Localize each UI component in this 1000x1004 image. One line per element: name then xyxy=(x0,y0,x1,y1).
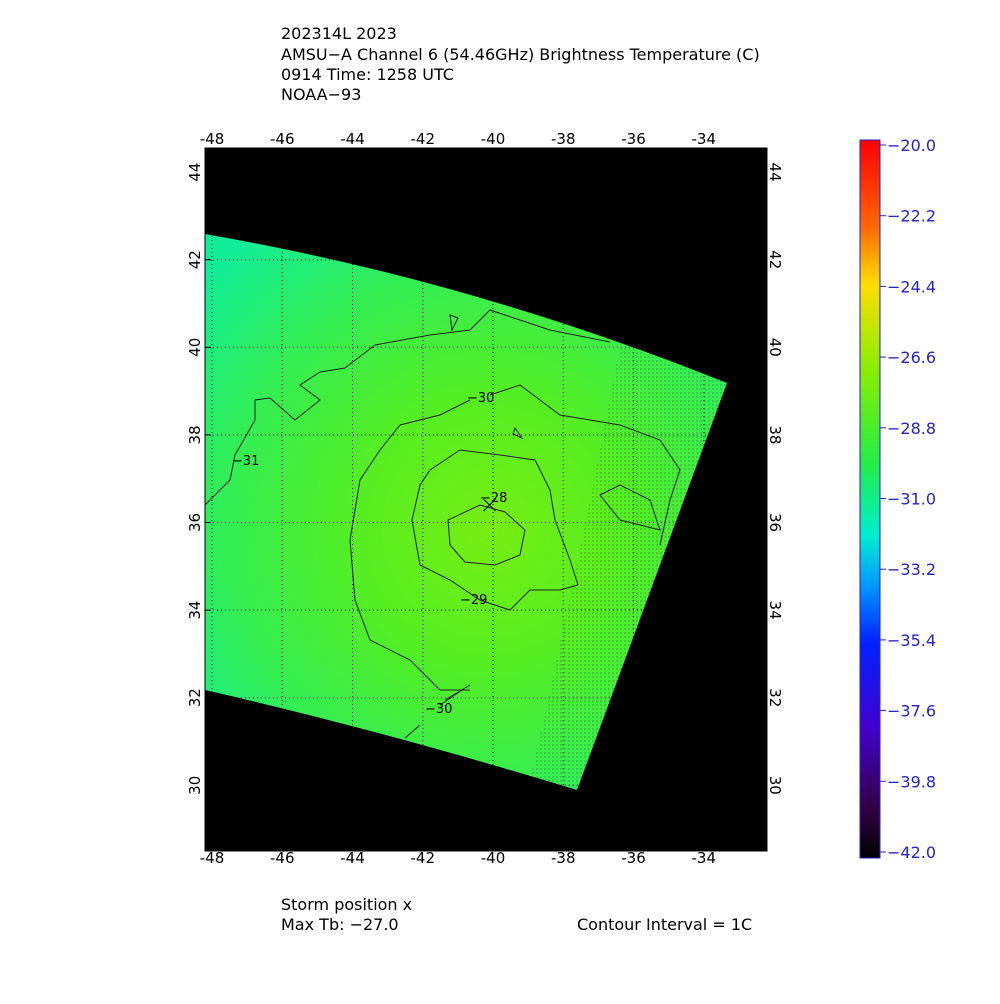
x-tick-label: -48 xyxy=(200,130,225,148)
contour-label: −28 xyxy=(480,491,507,506)
y-tick-label: 44 xyxy=(186,163,204,182)
x-tick-label: -42 xyxy=(411,130,436,148)
colorbar-label: −28.8 xyxy=(887,419,936,438)
contour-label: −31 xyxy=(232,454,259,469)
y-tick-label: 32 xyxy=(186,688,204,707)
x-tick-label: -40 xyxy=(481,130,506,148)
x-tick-label: -40 xyxy=(481,849,506,867)
y-tick-label: 30 xyxy=(766,776,784,795)
footer-interval: Contour Interval = 1C xyxy=(577,915,752,934)
y-tick-label: 40 xyxy=(186,338,204,357)
colorbar-label: −20.0 xyxy=(887,136,936,155)
colorbar-label: −35.4 xyxy=(887,631,936,650)
colorbar-label: −37.6 xyxy=(887,702,936,721)
y-tick-label: 44 xyxy=(766,163,784,182)
x-tick-label: -44 xyxy=(340,849,365,867)
x-tick-label: -44 xyxy=(340,130,365,148)
x-tick-label: -34 xyxy=(692,130,717,148)
y-tick-label: 42 xyxy=(766,250,784,269)
x-tick-label: -48 xyxy=(200,849,225,867)
title-line: NOAA−93 xyxy=(281,85,361,104)
edge-shading xyxy=(530,345,727,790)
y-tick-label: 38 xyxy=(186,425,204,444)
x-tick-label: -42 xyxy=(411,849,436,867)
x-tick-label: -36 xyxy=(621,849,646,867)
title-line: 202314L 2023 xyxy=(281,24,397,43)
x-tick-label: -38 xyxy=(551,849,576,867)
colorbar-label: −24.4 xyxy=(887,277,936,296)
y-tick-label: 32 xyxy=(766,688,784,707)
y-tick-label: 34 xyxy=(766,601,784,620)
colorbar-label: −33.2 xyxy=(887,560,936,579)
y-tick-label: 30 xyxy=(186,776,204,795)
contour-label: −29 xyxy=(460,593,487,608)
colorbar-label: −42.0 xyxy=(887,843,936,862)
colorbar xyxy=(859,139,881,859)
contour-label: −30 xyxy=(467,391,494,406)
y-tick-label: 36 xyxy=(186,513,204,532)
x-tick-label: -46 xyxy=(270,849,295,867)
x-tick-label: -46 xyxy=(270,130,295,148)
colorbar-label: −31.0 xyxy=(887,490,936,509)
y-tick-label: 42 xyxy=(186,250,204,269)
colorbar-label: −22.2 xyxy=(887,207,936,226)
x-tick-label: -38 xyxy=(551,130,576,148)
title-line: 0914 Time: 1258 UTC xyxy=(281,65,454,84)
y-tick-label: 38 xyxy=(766,425,784,444)
colorbar-label: −39.8 xyxy=(887,772,936,791)
storm-marker xyxy=(483,498,496,512)
contour-label: −30 xyxy=(425,702,452,717)
x-tick-label: -34 xyxy=(692,849,717,867)
frame xyxy=(204,147,768,852)
y-tick-label: 40 xyxy=(766,338,784,357)
y-tick-label: 34 xyxy=(186,601,204,620)
footer-max-tb: Max Tb: −27.0 xyxy=(281,915,399,934)
colorbar-label: −26.6 xyxy=(887,348,936,367)
y-tick-label: 36 xyxy=(766,513,784,532)
title-line: AMSU−A Channel 6 (54.46GHz) Brightness T… xyxy=(281,45,760,64)
footer-storm: Storm position x xyxy=(281,895,412,914)
x-tick-label: -36 xyxy=(621,130,646,148)
map-area: −30 −31 −28 −29 −30 xyxy=(204,147,768,852)
